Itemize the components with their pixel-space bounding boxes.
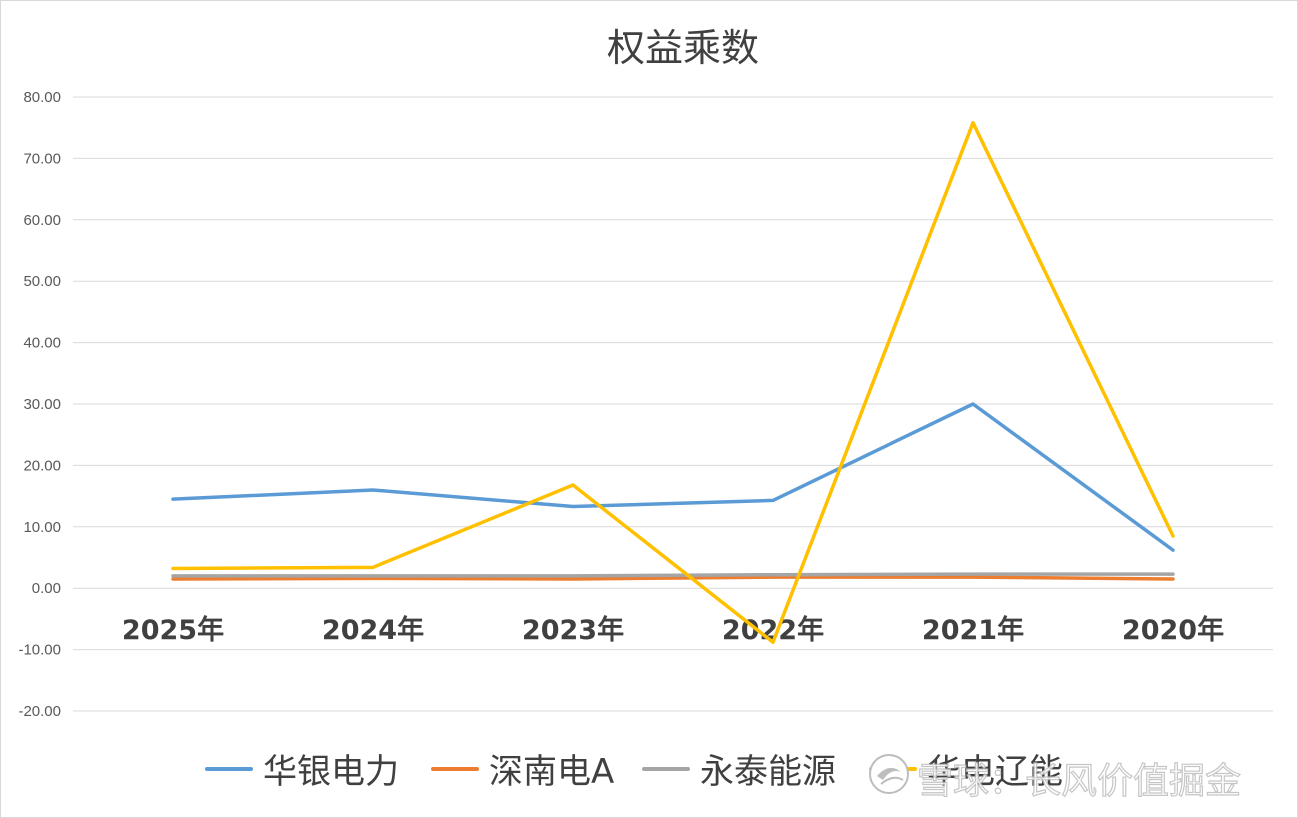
legend-label: 深南电A [489,752,614,792]
y-tick-label: 10.00 [23,519,61,536]
y-tick-label: -10.00 [18,642,61,659]
legend-label: 华电辽能 [927,752,1063,792]
series-line-2 [171,572,1175,578]
y-tick-label: 40.00 [23,335,61,352]
y-tick-label: 0.00 [32,580,61,597]
x-tick-label: 2024年 [322,614,424,646]
y-tick-label: 30.00 [23,396,61,413]
legend-label: 华银电力 [263,752,399,792]
legend: 华银电力 深南电A 永泰能源 华电辽能 [205,752,1063,792]
series-line-3 [171,121,1175,644]
y-tick-label: 60.00 [23,212,61,229]
series-line-1 [171,575,1175,581]
series-layer [171,121,1175,644]
legend-label: 永泰能源 [700,752,836,792]
y-tick-label: 80.00 [23,89,61,106]
y-tick-label: 20.00 [23,457,61,474]
y-tick-label: 50.00 [23,273,61,290]
y-axis-ticks: 80.00 70.00 60.00 50.00 40.00 30.00 20.00 10.00… [18,89,61,720]
x-tick-label: 2020年 [1122,614,1224,646]
x-tick-label: 2023年 [522,614,624,646]
x-tick-label: 2025年 [122,614,224,646]
x-tick-label: 2021年 [922,614,1024,646]
chart-title: 权益乘数 [607,26,759,70]
series-line-0 [171,402,1175,552]
y-tick-label: 70.00 [23,150,61,167]
watermark-text: 雪球：长风价值掘金 [917,761,1241,802]
grid-layer [73,96,1273,712]
y-tick-label: -20.00 [18,703,61,720]
snowball-logo-icon [869,754,909,794]
watermark: 雪球：长风价值掘金 [869,754,1242,803]
x-axis-ticks: 2025年 2024年 2023年 2022年 2021年 2020年 [122,614,1224,646]
